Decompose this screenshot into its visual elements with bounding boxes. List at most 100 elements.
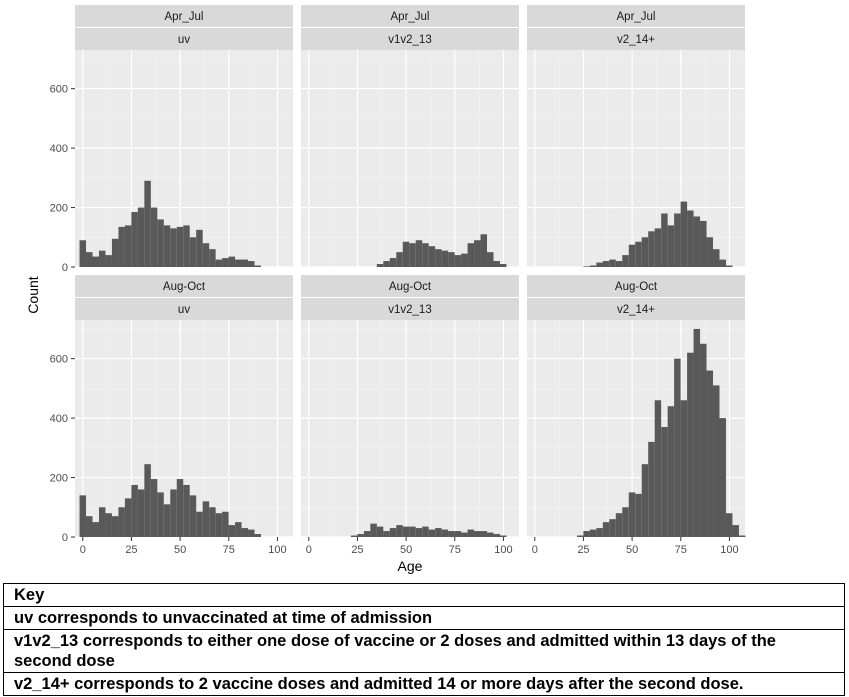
histogram-bar	[628, 492, 636, 537]
histogram-bar	[596, 262, 603, 267]
histogram-bar	[241, 528, 249, 537]
histogram-bar	[183, 225, 190, 267]
histogram-bar	[628, 244, 636, 267]
strip-group-label: uv	[178, 304, 190, 316]
histogram-bar	[376, 526, 384, 537]
histogram-bar	[674, 358, 681, 537]
histogram-bar	[609, 519, 616, 537]
histogram-bar	[111, 516, 119, 537]
histogram-bar	[92, 256, 99, 267]
histogram-bar	[415, 528, 423, 537]
strip-group-label: uv	[178, 34, 190, 46]
histogram-bar	[222, 258, 229, 267]
histogram-bar	[409, 243, 416, 267]
histogram-bar	[725, 513, 733, 537]
histogram-bar	[215, 259, 223, 267]
histogram-bar	[254, 534, 262, 537]
histogram-bar	[428, 246, 436, 267]
histogram-bar	[396, 525, 403, 537]
key-row-v2-14: v2_14+ corresponds to 2 vaccine doses an…	[3, 672, 845, 696]
histogram-bar	[86, 516, 93, 537]
histogram-bar	[448, 531, 455, 537]
histogram-bar	[402, 241, 410, 267]
histogram-bar	[493, 534, 500, 537]
y-tick-label: 600	[50, 354, 68, 366]
histogram-bar	[499, 264, 507, 267]
histogram-bar	[602, 261, 610, 267]
histogram-bar	[474, 240, 481, 267]
y-tick-label: 0	[62, 532, 68, 544]
histogram-bar	[209, 507, 216, 537]
strip-group-label: v1v2_13	[388, 304, 431, 316]
histogram-bar	[713, 249, 720, 267]
histogram-bar	[700, 343, 707, 537]
histogram-bar	[583, 266, 590, 267]
histogram-bar	[441, 529, 449, 537]
histogram-bar	[609, 259, 616, 267]
histogram-bar	[687, 352, 694, 537]
histogram-bar	[480, 234, 488, 267]
histogram-bar	[661, 213, 668, 267]
histogram-bar	[415, 240, 423, 267]
x-tick-label: 0	[80, 544, 86, 556]
strip-group-label: v1v2_13	[388, 34, 431, 46]
facet-panel-1: Apr_Jul v1v2_13	[301, 5, 519, 268]
histogram-bar	[474, 531, 481, 537]
histogram-bar	[144, 180, 151, 267]
histogram-bar	[667, 225, 675, 267]
histogram-bar	[719, 259, 726, 267]
histogram-bar	[79, 240, 87, 267]
histogram-bar	[693, 216, 701, 267]
histogram-bar	[622, 507, 629, 537]
histogram-bar	[131, 212, 138, 267]
histogram-bar	[150, 479, 158, 537]
histogram-bar	[680, 400, 688, 537]
histogram-bar	[202, 501, 210, 537]
histogram-bar	[376, 264, 384, 267]
histogram-bar	[680, 201, 688, 267]
y-tick-label: 200	[50, 473, 68, 485]
histogram-bar	[79, 495, 87, 537]
histogram-bar	[461, 532, 468, 537]
histogram-bar	[687, 210, 694, 267]
histogram-bar	[383, 531, 390, 537]
histogram-bar	[118, 507, 125, 537]
y-axis-label: Count	[25, 276, 41, 313]
key-row-v1v2-13: v1v2_13 corresponds to either one dose o…	[3, 629, 845, 673]
strip-group-bg	[301, 298, 519, 320]
histogram-bar	[137, 489, 145, 537]
facet-panel-2: Apr_Jul v2_14+	[527, 5, 745, 268]
histogram-bar	[196, 511, 203, 537]
x-tick-label: 75	[675, 544, 687, 556]
histogram-bar	[144, 464, 151, 537]
histogram-bar	[422, 243, 429, 267]
strip-period-bg	[75, 275, 293, 297]
histogram-bar	[363, 531, 371, 537]
histogram-bar	[241, 259, 249, 267]
panel-background	[301, 320, 519, 537]
strip-period-label: Aug-Oct	[615, 281, 658, 293]
histogram-bar	[487, 532, 494, 537]
x-tick-label: 50	[400, 544, 412, 556]
histogram-bar	[467, 243, 475, 267]
histogram-bar	[163, 225, 171, 267]
histogram-bar	[467, 529, 475, 537]
strip-period-label: Aug-Oct	[389, 281, 432, 293]
strip-period-bg	[527, 5, 745, 27]
panel-background	[301, 50, 519, 267]
histogram-bar	[98, 250, 106, 267]
y-tick-label: 400	[50, 143, 68, 155]
key-table: Key uv corresponds to unvaccinated at ti…	[3, 583, 845, 696]
histogram-bar	[576, 535, 584, 537]
histogram-bar	[248, 261, 255, 267]
histogram-bar	[732, 525, 739, 537]
histogram-bar	[86, 252, 93, 267]
histogram-bar	[202, 243, 210, 267]
histogram-bar	[635, 493, 642, 537]
histogram-bar	[667, 406, 675, 537]
histogram-bar	[350, 535, 358, 537]
histogram-bar	[706, 237, 714, 267]
histogram-bar	[157, 219, 164, 267]
histogram-bar	[170, 489, 177, 537]
